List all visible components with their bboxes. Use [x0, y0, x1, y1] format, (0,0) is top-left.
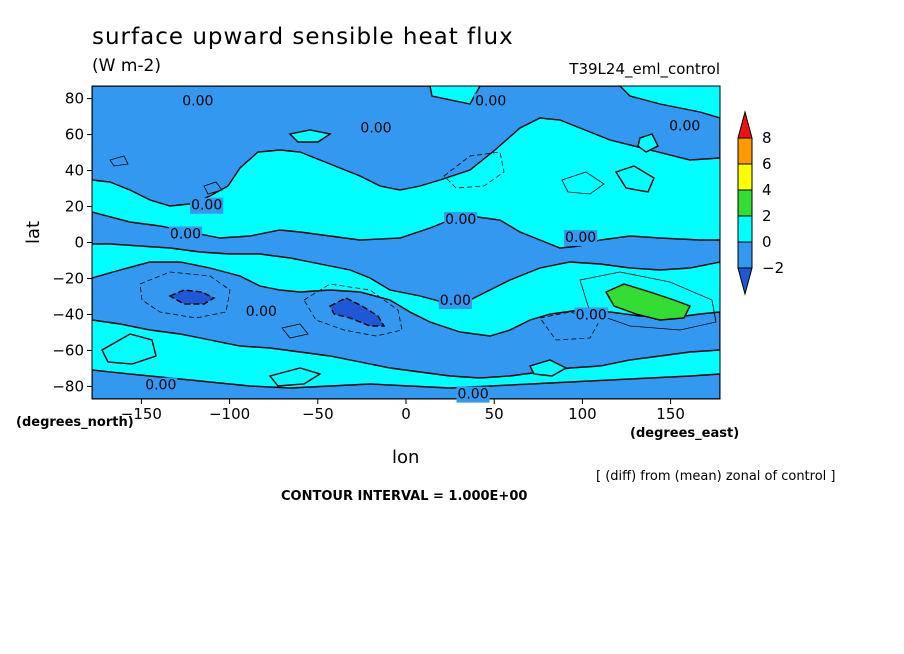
contour-label-bg [444, 212, 478, 229]
region-negative-below-2 [329, 297, 386, 327]
contour-label: 0.00 [182, 93, 213, 109]
y-tick-label: 60 [65, 126, 84, 144]
contour-line-thin [443, 151, 505, 189]
contour-label-bg [168, 226, 203, 243]
y-tick-label: 40 [65, 162, 84, 180]
chart-title: surface upward sensible heat flux [92, 24, 514, 50]
region-positive-2-4 [605, 283, 691, 321]
contour-line-thin [139, 271, 231, 319]
colorbar-swatch [737, 215, 753, 243]
contour-label-bg [668, 118, 702, 135]
contour-label-bg [456, 386, 490, 403]
contour-label-bg [438, 293, 472, 310]
contour-label: 0.00 [246, 304, 277, 320]
contour-label: 0.00 [440, 293, 471, 309]
contour-label-bg [359, 120, 393, 137]
y-tick-label: 20 [65, 198, 84, 216]
colorbar-label: 4 [762, 181, 772, 199]
x-tick-label: −50 [302, 405, 334, 423]
x-tick-label: 0 [401, 405, 411, 423]
x-tick-label: −150 [121, 405, 162, 423]
contour-label-bg [474, 93, 508, 110]
y-tick-label: −40 [52, 305, 84, 323]
x-tick-label: −100 [209, 405, 250, 423]
contour-label: 0.00 [457, 387, 488, 403]
colorbar-swatch [737, 163, 753, 191]
contour-label: 0.00 [445, 212, 476, 228]
colorbar-label: 8 [762, 129, 772, 147]
contour-line-thin [561, 171, 605, 195]
contour-label-bg [564, 230, 598, 247]
contour-interval-label: CONTOUR INTERVAL = 1.000E+00 [281, 489, 528, 504]
colorbar-swatch [737, 110, 753, 139]
colorbar-label: 0 [762, 233, 772, 251]
contour-line-thin [281, 323, 309, 339]
region-negative-equator [92, 211, 720, 305]
colorbar-swatch [737, 189, 753, 217]
contour-label: 0.00 [565, 230, 596, 246]
contour-line-thin [539, 311, 601, 341]
region-negative-south [92, 261, 720, 379]
region-negative-below-2 [168, 289, 216, 305]
colorbar-swatch [737, 241, 753, 269]
contour-label-bg [144, 377, 178, 394]
contour-line-thin [109, 155, 129, 167]
y-axis-units: (degrees_north) [16, 415, 134, 430]
region-positive-island [268, 367, 322, 387]
colorbar-label: −2 [762, 259, 784, 277]
colorbar-label: 2 [762, 207, 772, 225]
region-positive-island [288, 129, 332, 143]
contour-label: 0.00 [191, 198, 222, 214]
contour-label-bg [244, 303, 278, 320]
y-tick-label: −80 [52, 377, 84, 395]
dataset-label: T39L24_eml_control [569, 60, 720, 78]
contour-label-bg [190, 197, 224, 214]
contour-line-thin [303, 283, 403, 337]
contour-label-bg [181, 93, 215, 110]
contour-label: 0.00 [145, 378, 176, 394]
region-positive-island [529, 359, 568, 377]
y-tick-label: 0 [74, 234, 84, 252]
colorbar-label: 6 [762, 155, 772, 173]
region-positive-island [101, 333, 157, 365]
computation-note: [ (diff) from (mean) zonal of control ] [596, 469, 836, 484]
y-tick-label: −20 [52, 269, 84, 287]
chart-units: (W m-2) [92, 56, 161, 76]
y-tick-label: 80 [65, 90, 84, 108]
colorbar-swatch [737, 267, 753, 296]
region-positive-island [614, 165, 655, 193]
x-tick-label: 150 [656, 405, 685, 423]
x-tick-label: 50 [485, 405, 504, 423]
y-axis-label: lat [23, 220, 44, 244]
x-tick-label: 100 [568, 405, 597, 423]
axes-layer: −150 −100 −50 0 50 100 150 −80 −60 −40 −20 0 20 40 60 8… [52, 90, 685, 423]
y-tick-label: −60 [52, 341, 84, 359]
contour-label: 0.00 [170, 227, 201, 243]
contour-label: 0.00 [669, 119, 700, 135]
contour-line-thin [203, 181, 223, 195]
region-positive-island [637, 133, 659, 153]
colorbar: −2 0 2 4 6 8 [737, 110, 784, 296]
contour-label: 0.00 [576, 307, 607, 323]
contour-label-bg [574, 307, 608, 324]
contour-labels-layer: 0.00 0.00 0.00 0.00 0.00 0.00 0.00 0.00 0.00 0.00… [144, 93, 702, 403]
colorbar-swatch [737, 137, 753, 165]
contour-label: 0.00 [360, 120, 391, 136]
x-axis-label: lon [392, 447, 420, 468]
contour-label: 0.00 [475, 93, 506, 109]
x-axis-units: (degrees_east) [630, 426, 740, 441]
